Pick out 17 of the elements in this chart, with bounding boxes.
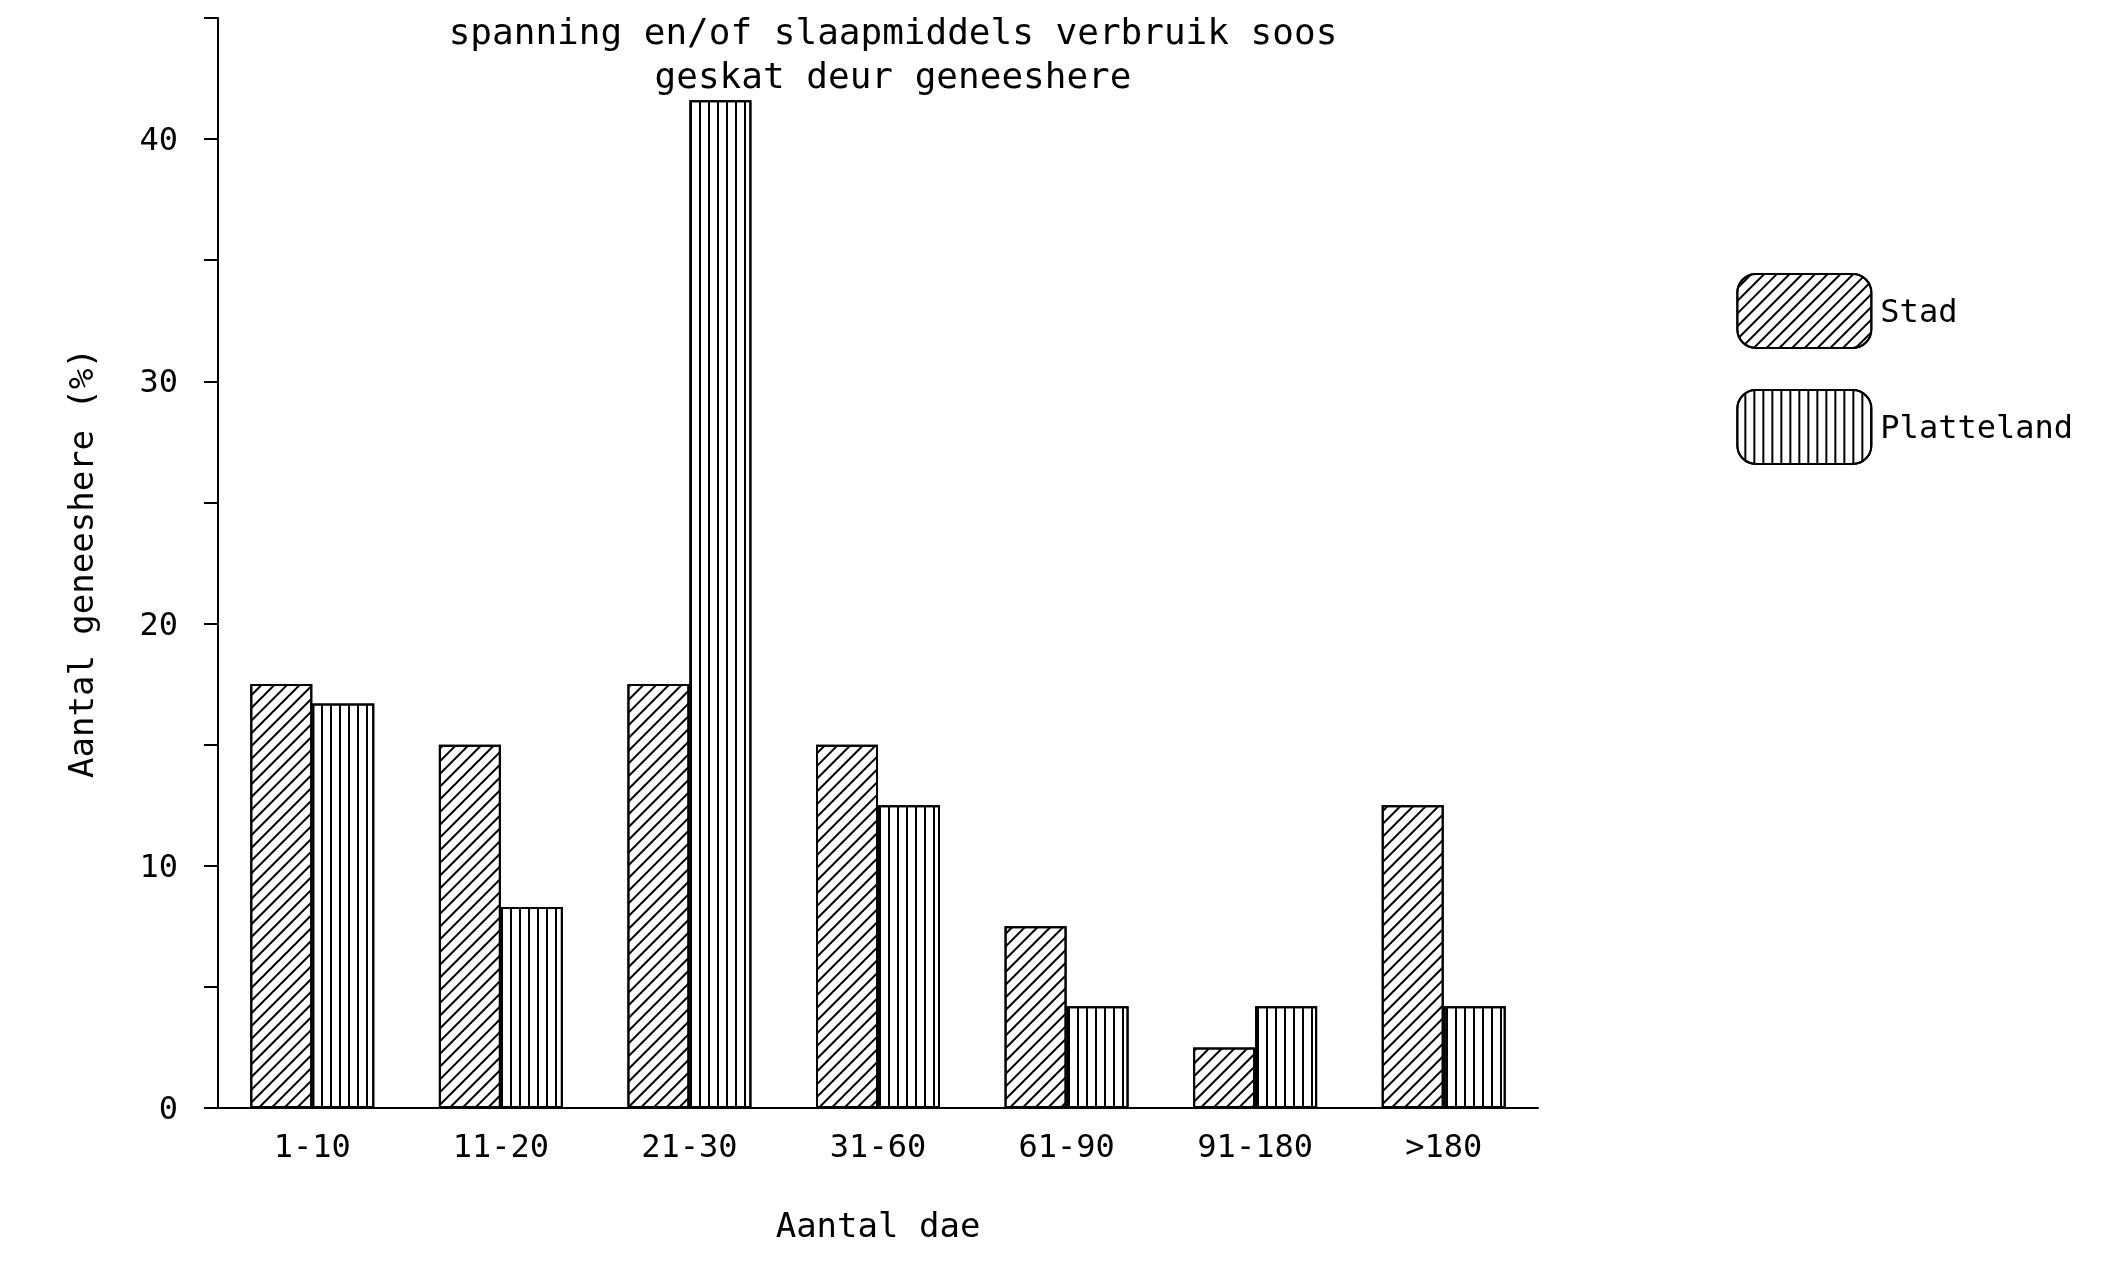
y-tick-label: 0 bbox=[158, 1089, 178, 1127]
y-tick-label: 30 bbox=[139, 362, 178, 401]
legend-label: Platteland bbox=[1880, 408, 2073, 446]
y-tick-label: 40 bbox=[139, 120, 178, 159]
x-tick-label: 21-30 bbox=[641, 1127, 738, 1165]
x-tick-label: 61-90 bbox=[1018, 1127, 1115, 1165]
x-tick-label: 31-60 bbox=[829, 1127, 927, 1165]
x-axis-title: Aantal dae bbox=[775, 1205, 981, 1245]
y-axis-title: Aantal geneeshere (%) bbox=[61, 348, 101, 778]
x-tick-label: >180 bbox=[1405, 1127, 1483, 1165]
x-tick-label: 91-180 bbox=[1197, 1127, 1313, 1165]
legend-label: Stad bbox=[1880, 292, 1958, 330]
x-tick-label: 11-20 bbox=[452, 1127, 550, 1165]
y-tick-label: 10 bbox=[139, 846, 178, 885]
chart-title: spanning en/of slaapmiddels verbruik soos geskat deur geneeshere bbox=[448, 10, 1338, 96]
y-tick-label: 20 bbox=[139, 604, 178, 643]
x-tick-label: 1-10 bbox=[273, 1127, 351, 1165]
